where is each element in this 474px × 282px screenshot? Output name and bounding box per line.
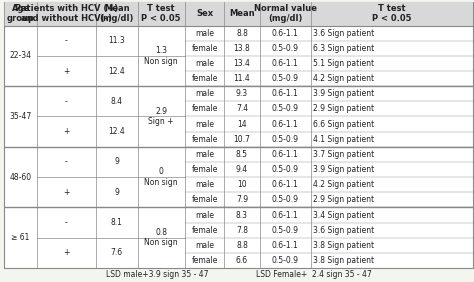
Text: female: female <box>191 135 218 144</box>
Text: +: + <box>63 188 70 197</box>
Text: 0.5-0.9: 0.5-0.9 <box>272 226 299 235</box>
Text: 5.1 Sign patient: 5.1 Sign patient <box>313 59 374 68</box>
Text: -: - <box>65 157 68 166</box>
Text: 0.6-1.1: 0.6-1.1 <box>272 211 299 219</box>
Text: 3.9 Sign patient: 3.9 Sign patient <box>313 89 374 98</box>
Text: +: + <box>63 127 70 136</box>
Text: 3.8 Sign patient: 3.8 Sign patient <box>313 256 374 265</box>
Text: 8.3: 8.3 <box>236 211 248 219</box>
Text: 7.6: 7.6 <box>110 248 123 257</box>
Text: 9: 9 <box>114 157 119 166</box>
Text: 0.6-1.1: 0.6-1.1 <box>272 29 299 38</box>
Text: 0.5-0.9: 0.5-0.9 <box>272 44 299 53</box>
Text: 4.1 Sign patient: 4.1 Sign patient <box>313 135 374 144</box>
Text: +: + <box>63 248 70 257</box>
Text: 0.6-1.1: 0.6-1.1 <box>272 241 299 250</box>
Text: male: male <box>195 120 214 129</box>
Text: 0.5-0.9: 0.5-0.9 <box>272 256 299 265</box>
Text: T test
P < 0.05: T test P < 0.05 <box>141 4 181 23</box>
Text: 3.8 Sign patient: 3.8 Sign patient <box>313 241 374 250</box>
Text: 6.6: 6.6 <box>236 256 248 265</box>
Text: Mean
(mg/dl): Mean (mg/dl) <box>100 4 134 23</box>
Text: 3.6 Sign patient: 3.6 Sign patient <box>313 29 374 38</box>
Text: female: female <box>191 104 218 113</box>
Text: Sex: Sex <box>196 9 213 18</box>
Text: 0.6-1.1: 0.6-1.1 <box>272 150 299 159</box>
Text: female: female <box>191 165 218 174</box>
Text: 8.4: 8.4 <box>110 97 123 106</box>
Text: male: male <box>195 180 214 189</box>
Text: female: female <box>191 195 218 204</box>
Text: 13.4: 13.4 <box>234 59 250 68</box>
Text: 0.5-0.9: 0.5-0.9 <box>272 135 299 144</box>
Text: 48-60: 48-60 <box>9 173 32 182</box>
Text: 1.3
Non sign: 1.3 Non sign <box>145 46 178 66</box>
Text: male: male <box>195 241 214 250</box>
Text: Mean: Mean <box>229 9 255 18</box>
Text: 7.4: 7.4 <box>236 104 248 113</box>
Text: 12.4: 12.4 <box>108 67 125 76</box>
Text: 22-34: 22-34 <box>9 51 32 60</box>
Text: male: male <box>195 150 214 159</box>
Text: 9: 9 <box>114 188 119 197</box>
Text: 3.9 Sign patient: 3.9 Sign patient <box>313 165 374 174</box>
Text: Age
group: Age group <box>7 4 35 23</box>
Text: +: + <box>63 67 70 76</box>
Text: 2.9
Sign +: 2.9 Sign + <box>148 107 174 126</box>
Text: male: male <box>195 89 214 98</box>
Text: 4.2 Sign patient: 4.2 Sign patient <box>313 180 374 189</box>
Text: 3.6 Sign patient: 3.6 Sign patient <box>313 226 374 235</box>
Text: 0.5-0.9: 0.5-0.9 <box>272 104 299 113</box>
Text: -: - <box>65 218 68 227</box>
Text: 10: 10 <box>237 180 247 189</box>
Text: 12.4: 12.4 <box>108 127 125 136</box>
Text: 0.6-1.1: 0.6-1.1 <box>272 59 299 68</box>
Text: 35-47: 35-47 <box>9 112 32 121</box>
Text: LSD male+3.9 sign 35 - 47                    LSD Female+  2.4 sign 35 - 47: LSD male+3.9 sign 35 - 47 LSD Female+ 2.… <box>106 270 371 279</box>
Text: female: female <box>191 74 218 83</box>
Text: 0.6-1.1: 0.6-1.1 <box>272 120 299 129</box>
Text: Normal value
(mg/dl): Normal value (mg/dl) <box>254 4 317 23</box>
Text: 9.3: 9.3 <box>236 89 248 98</box>
Text: 8.8: 8.8 <box>236 241 248 250</box>
Text: 13.8: 13.8 <box>234 44 250 53</box>
Text: 8.5: 8.5 <box>236 150 248 159</box>
Text: -: - <box>65 36 68 45</box>
Text: 0
Non sign: 0 Non sign <box>145 168 178 187</box>
Text: 14: 14 <box>237 120 247 129</box>
Text: 8.1: 8.1 <box>111 218 123 227</box>
Text: 0.6-1.1: 0.6-1.1 <box>272 89 299 98</box>
Text: 4.2 Sign patient: 4.2 Sign patient <box>313 74 374 83</box>
Text: 3.7 Sign patient: 3.7 Sign patient <box>313 150 374 159</box>
Text: 10.7: 10.7 <box>234 135 250 144</box>
Text: 8.8: 8.8 <box>236 29 248 38</box>
Text: -: - <box>65 97 68 106</box>
Text: female: female <box>191 226 218 235</box>
Text: ≥ 61: ≥ 61 <box>11 233 30 242</box>
Text: female: female <box>191 44 218 53</box>
Text: 6.6 Sign patient: 6.6 Sign patient <box>313 120 374 129</box>
Text: 11.3: 11.3 <box>108 36 125 45</box>
Text: male: male <box>195 59 214 68</box>
Text: 7.8: 7.8 <box>236 226 248 235</box>
Text: 6.3 Sign patient: 6.3 Sign patient <box>313 44 374 53</box>
Text: 0.8
Non sign: 0.8 Non sign <box>145 228 178 247</box>
Text: 7.9: 7.9 <box>236 195 248 204</box>
Text: 3.4 Sign patient: 3.4 Sign patient <box>313 211 374 219</box>
Text: 11.4: 11.4 <box>234 74 250 83</box>
Text: 0.5-0.9: 0.5-0.9 <box>272 195 299 204</box>
Text: male: male <box>195 211 214 219</box>
Text: 9.4: 9.4 <box>236 165 248 174</box>
Text: 0.5-0.9: 0.5-0.9 <box>272 74 299 83</box>
Text: T test
P < 0.05: T test P < 0.05 <box>372 4 411 23</box>
Text: 2.9 Sign patient: 2.9 Sign patient <box>313 104 374 113</box>
Text: Patients with HCV (+)
and without HCV(-): Patients with HCV (+) and without HCV(-) <box>15 4 118 23</box>
Text: male: male <box>195 29 214 38</box>
Text: 0.6-1.1: 0.6-1.1 <box>272 180 299 189</box>
Text: 2.9 Sign patient: 2.9 Sign patient <box>313 195 374 204</box>
Text: female: female <box>191 256 218 265</box>
Bar <box>4 2 473 26</box>
Text: 0.5-0.9: 0.5-0.9 <box>272 165 299 174</box>
